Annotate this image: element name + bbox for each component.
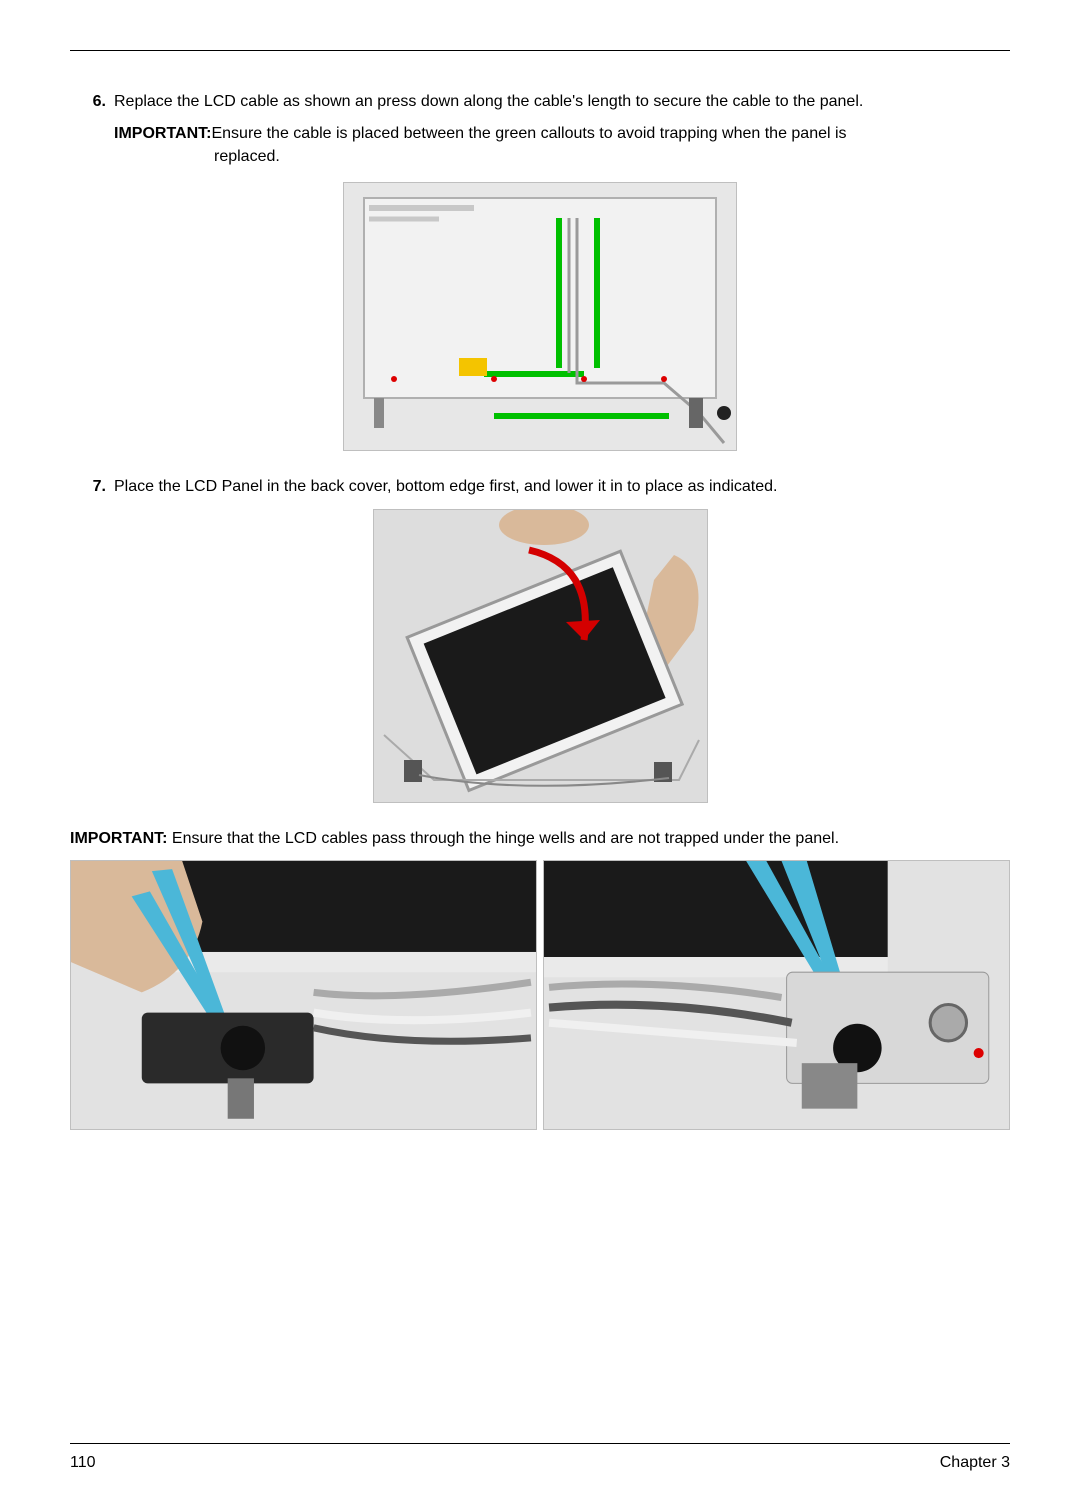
- rule-top: [70, 50, 1010, 51]
- page: 6. Replace the LCD cable as shown an pre…: [0, 0, 1080, 1512]
- important-hinge: IMPORTANT: Ensure that the LCD cables pa…: [70, 828, 1010, 850]
- figure-3-left: [70, 860, 537, 1130]
- step-6: 6. Replace the LCD cable as shown an pre…: [70, 91, 1010, 113]
- page-number: 110: [70, 1454, 96, 1472]
- figure-3-right: [543, 860, 1010, 1130]
- step-6-text: Replace the LCD cable as shown an press …: [114, 91, 1010, 113]
- figure-3: [70, 860, 1010, 1130]
- step-6-important: IMPORTANT:Ensure the cable is placed bet…: [114, 123, 1010, 168]
- figure-2-image: [373, 509, 708, 803]
- important-text-1: Ensure the cable is placed between the g…: [211, 125, 846, 142]
- important-label-2: IMPORTANT:: [70, 830, 167, 847]
- rule-bottom: [70, 1443, 1010, 1444]
- step-7-text: Place the LCD Panel in the back cover, b…: [114, 476, 1010, 498]
- important-text-3: Ensure that the LCD cables pass through …: [167, 830, 839, 847]
- figure-2: [70, 509, 1010, 808]
- step-6-number: 6.: [70, 91, 114, 113]
- step-7-number: 7.: [70, 476, 114, 498]
- figure-1: [70, 182, 1010, 456]
- important-label: IMPORTANT:: [114, 125, 211, 142]
- page-footer: 110 Chapter 3: [70, 1429, 1010, 1472]
- chapter-label: Chapter 3: [940, 1454, 1010, 1472]
- step-7: 7. Place the LCD Panel in the back cover…: [70, 476, 1010, 498]
- figure-1-image: [343, 182, 737, 451]
- important-text-2: replaced.: [114, 146, 1010, 168]
